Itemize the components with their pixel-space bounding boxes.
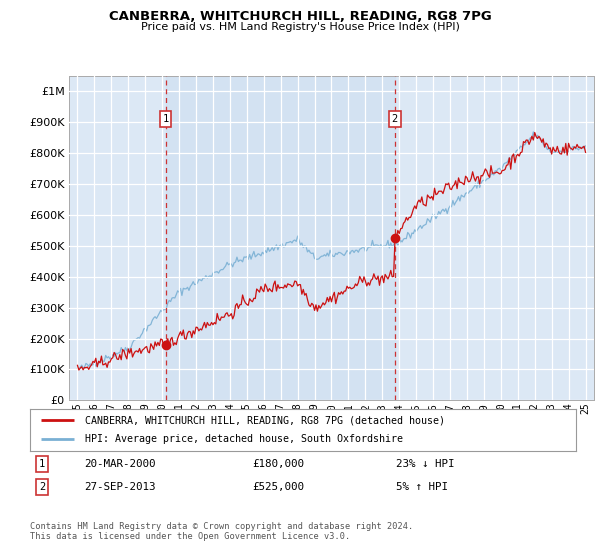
Text: 2: 2 — [39, 482, 45, 492]
Text: 5% ↑ HPI: 5% ↑ HPI — [396, 482, 448, 492]
Text: 20-MAR-2000: 20-MAR-2000 — [84, 459, 155, 469]
Text: HPI: Average price, detached house, South Oxfordshire: HPI: Average price, detached house, Sout… — [85, 435, 403, 445]
Text: 23% ↓ HPI: 23% ↓ HPI — [396, 459, 455, 469]
Text: CANBERRA, WHITCHURCH HILL, READING, RG8 7PG: CANBERRA, WHITCHURCH HILL, READING, RG8 … — [109, 10, 491, 23]
Text: 1: 1 — [163, 114, 169, 124]
Text: Contains HM Land Registry data © Crown copyright and database right 2024.
This d: Contains HM Land Registry data © Crown c… — [30, 522, 413, 542]
Text: 2: 2 — [392, 114, 398, 124]
Text: 27-SEP-2013: 27-SEP-2013 — [84, 482, 155, 492]
Text: £525,000: £525,000 — [252, 482, 304, 492]
Text: Price paid vs. HM Land Registry's House Price Index (HPI): Price paid vs. HM Land Registry's House … — [140, 22, 460, 32]
Text: £180,000: £180,000 — [252, 459, 304, 469]
Text: 1: 1 — [39, 459, 45, 469]
Text: CANBERRA, WHITCHURCH HILL, READING, RG8 7PG (detached house): CANBERRA, WHITCHURCH HILL, READING, RG8 … — [85, 415, 445, 425]
Bar — [166, 76, 395, 400]
